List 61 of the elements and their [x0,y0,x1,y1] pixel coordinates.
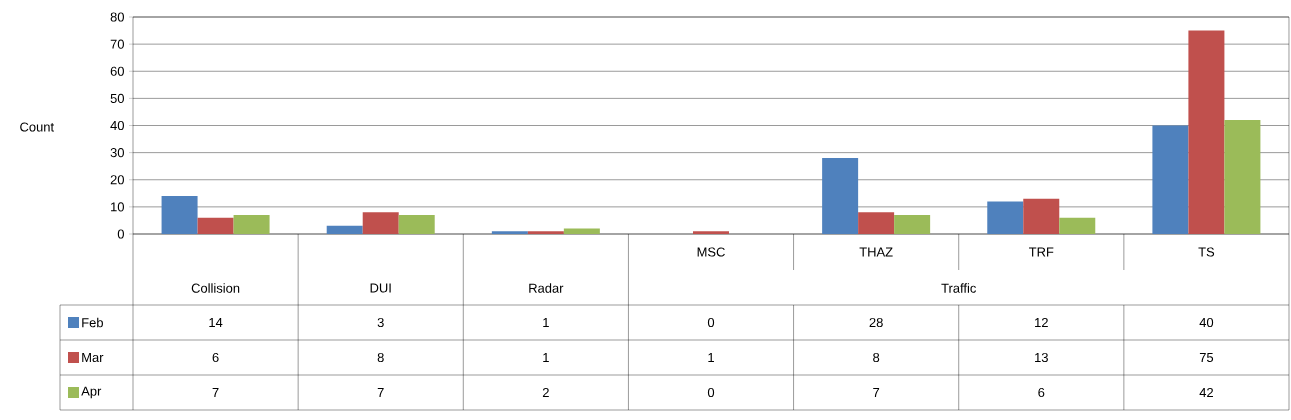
data-label: 28 [869,317,883,328]
data-label: 2 [542,387,549,398]
data-label: 6 [1038,387,1045,398]
x-tick-label: THAZ [859,247,893,257]
y-tick-label: 20 [110,175,124,185]
x-tick-label: TS [1198,247,1215,257]
bar [326,225,363,234]
data-label: 7 [377,388,384,397]
bar [1023,198,1060,234]
x-tick-label: TRF [1029,247,1054,257]
bar [563,228,600,234]
bar [692,231,729,234]
y-tick-label: 0 [117,229,124,239]
data-label: 75 [1199,352,1214,363]
bar [233,215,270,234]
bar [1224,120,1261,234]
legend-label: Feb [82,317,103,328]
data-label: 0 [707,317,715,328]
bar [197,217,234,234]
data-label: 42 [1199,387,1213,398]
y-tick-label: 40 [110,120,124,131]
data-label: 1 [543,353,549,362]
bar [1188,30,1225,234]
y-tick-label: 30 [110,148,124,158]
bar [1059,217,1096,234]
y-tick-label: 70 [110,39,124,49]
legend-label: Mar [82,352,104,363]
bar [858,212,895,234]
data-label: 8 [873,352,880,363]
legend-label: Apr [81,386,102,399]
data-label: 12 [1035,317,1048,328]
y-axis-title: Count [20,122,54,132]
bar [362,212,399,234]
y-tick-label: 10 [111,202,124,212]
data-label: 7 [212,388,219,397]
bar [527,231,564,234]
x-tick-label: Radar [529,283,564,293]
data-label: 1 [708,353,714,362]
data-label: 8 [377,352,384,363]
data-label: 40 [1199,317,1214,328]
bar [161,196,198,234]
bar [987,201,1024,234]
y-tick-label: 50 [110,93,124,103]
bar [894,215,931,234]
data-label: 7 [873,388,880,397]
text: Traffic [941,283,977,293]
bar [398,215,435,234]
y-tick-label: 80 [110,12,124,22]
bar [1152,125,1189,234]
bar [491,231,528,234]
x-tick-label: DUI [370,283,391,293]
data-label: 1 [543,318,549,327]
x-tick-label: Collision [191,283,240,293]
data-label: 3 [377,317,384,328]
x-tick-label: MSC [697,247,725,257]
bar [822,158,859,234]
data-label: 13 [1035,352,1048,363]
data-label: 14 [209,318,223,327]
data-label: 6 [212,352,219,363]
y-tick-label: 60 [110,66,124,76]
data-label: 0 [707,387,715,398]
